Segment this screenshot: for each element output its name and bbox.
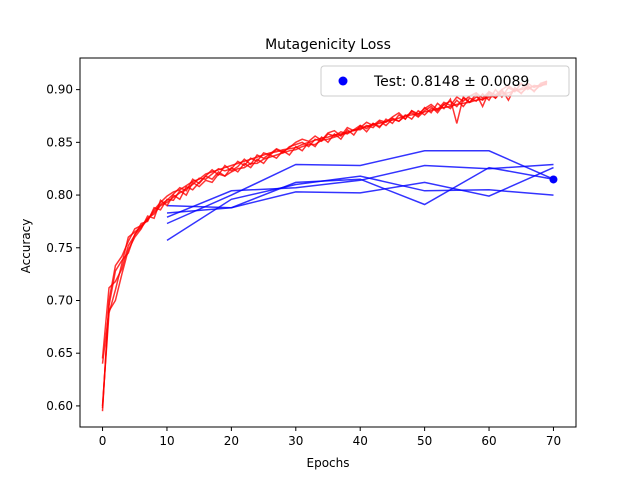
x-tick-label: 40: [353, 434, 368, 448]
validation-line-1: [166, 175, 554, 242]
y-tick-label: 0.60: [46, 399, 73, 413]
validation-line-5: [166, 166, 554, 209]
y-tick-label: 0.90: [46, 83, 73, 97]
validation-line-2: [166, 150, 554, 225]
x-axis-ticks: 0 10 20 30 40 50 60 70: [99, 427, 561, 448]
x-tick-label: 20: [224, 434, 239, 448]
legend: Test: 0.8148 ± 0.0089: [320, 65, 570, 97]
training-line-4: [101, 81, 548, 359]
y-tick-label: 0.70: [46, 293, 73, 307]
x-axis-label: Epochs: [307, 456, 350, 470]
y-tick-label: 0.65: [46, 346, 73, 360]
y-axis-ticks: 0.60 0.65 0.70 0.75 0.80 0.85 0.90: [46, 83, 80, 413]
x-tick-label: 0: [99, 434, 107, 448]
y-axis-label: Accuracy: [19, 219, 33, 274]
validation-line-3: [166, 163, 554, 218]
x-tick-label: 50: [417, 434, 432, 448]
y-tick-label: 0.75: [46, 241, 73, 255]
chart-title: Mutagenicity Loss: [265, 37, 391, 53]
x-tick-label: 60: [481, 434, 496, 448]
legend-marker-dot: [338, 76, 348, 86]
legend-label: Test: 0.8148 ± 0.0089: [373, 74, 529, 90]
legend-box: [320, 65, 570, 97]
x-tick-label: 70: [546, 434, 561, 448]
y-tick-label: 0.85: [46, 135, 73, 149]
x-tick-label: 10: [159, 434, 174, 448]
y-tick-label: 0.80: [46, 188, 73, 202]
x-tick-label: 30: [288, 434, 303, 448]
axes-frame: [79, 57, 577, 428]
test-point: [549, 175, 558, 184]
